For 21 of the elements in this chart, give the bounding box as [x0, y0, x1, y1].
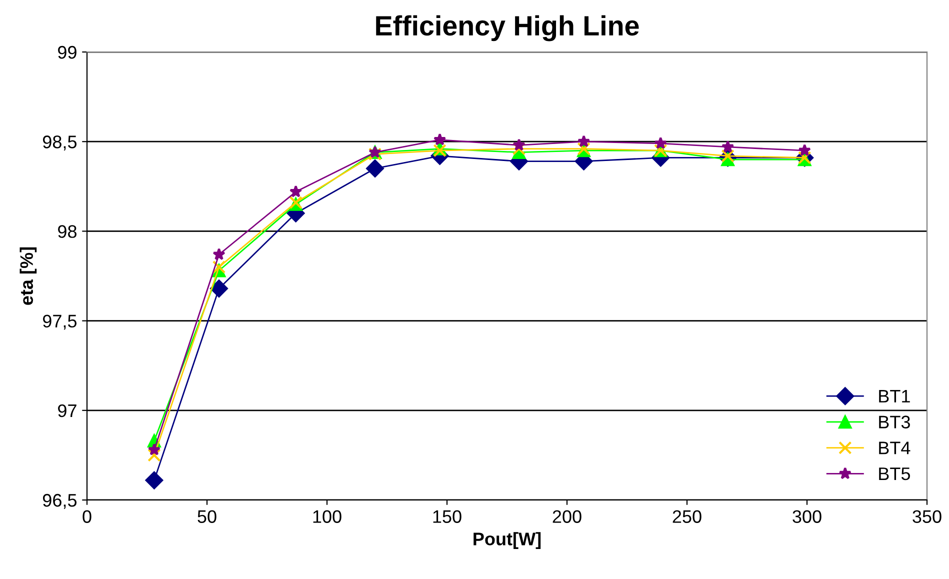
legend-label: BT4 — [879, 442, 910, 454]
y-axis-title: eta [%] — [20, 247, 37, 305]
legend-label: BT3 — [879, 416, 910, 428]
y-tick-label: 96,5 — [42, 494, 77, 509]
y-tick-label: 99 — [58, 46, 76, 59]
y-tick-label: 98,5 — [42, 136, 77, 150]
x-axis-title: Pout[W] — [474, 532, 541, 549]
y-tick-label: 98 — [58, 225, 76, 238]
x-tick-label: 250 — [672, 510, 702, 523]
x-tick-label: 300 — [792, 510, 822, 523]
legend-label: BT5 — [879, 468, 910, 480]
x-tick-label: 100 — [313, 510, 342, 523]
y-tick-label: 97,5 — [42, 314, 77, 330]
x-tick-label: 150 — [433, 510, 462, 523]
x-tick-label: 200 — [552, 510, 582, 523]
x-tick-label: 350 — [912, 510, 942, 523]
chart-title: Efficiency High Line — [376, 15, 639, 42]
x-tick-label: 50 — [198, 510, 216, 523]
x-tick-label: 0 — [82, 510, 92, 523]
legend-label: BT1 — [879, 390, 910, 402]
y-tick-label: 97 — [58, 404, 76, 418]
